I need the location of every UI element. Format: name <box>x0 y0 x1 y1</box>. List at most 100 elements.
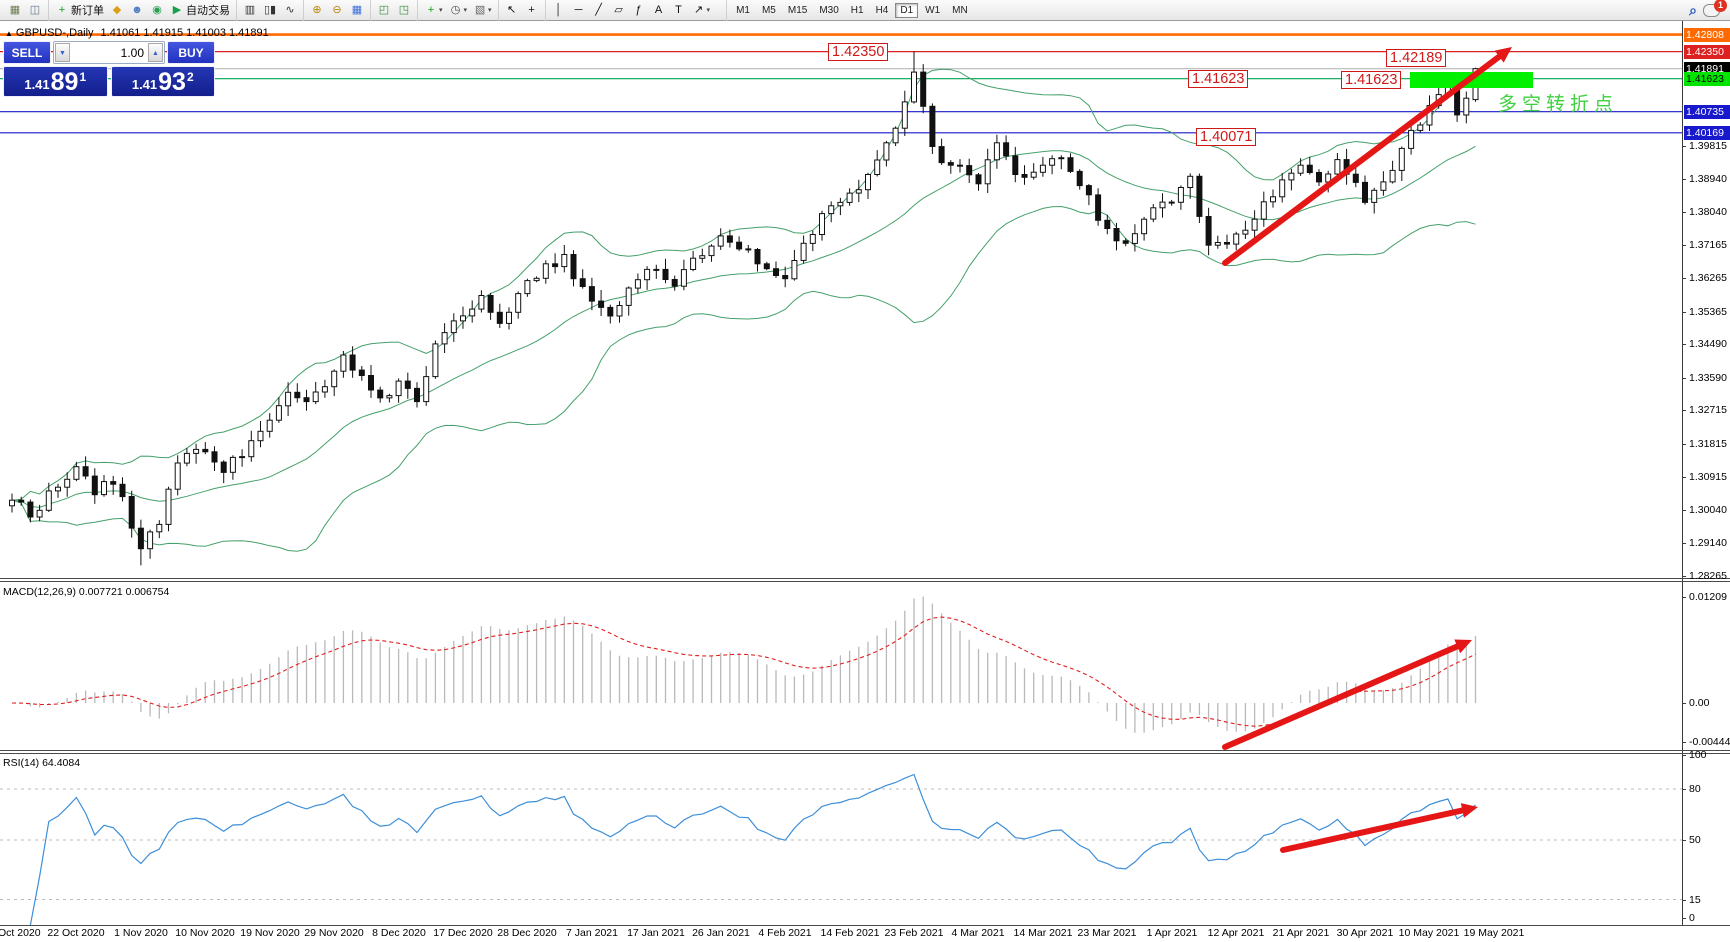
trend-arrow <box>1222 639 1472 750</box>
price-tick-label: 1.35365 <box>1689 306 1727 318</box>
axis-tick-mark <box>1682 918 1686 919</box>
tile-windows-button[interactable]: ▦ <box>348 2 366 19</box>
price-tick-label: 1.32715 <box>1689 404 1727 416</box>
periods-button[interactable]: ◷ ▾ <box>447 2 470 19</box>
date-tick-label: 14 Mar 2021 <box>1013 927 1073 939</box>
pane-separator[interactable] <box>0 581 1730 582</box>
macd-pane <box>11 596 1477 750</box>
date-tick-label: 22 Oct 2020 <box>47 927 105 939</box>
new-order-button[interactable]: + 新订单 <box>53 2 106 19</box>
date-tick-label: 4 Mar 2021 <box>951 927 1005 939</box>
new-order-icon: + <box>58 3 66 16</box>
timeframe-m15[interactable]: M15 <box>787 4 808 16</box>
price-annotation-label: 1.41623 <box>1188 70 1249 88</box>
timeframe-mn[interactable]: MN <box>952 4 968 16</box>
timeframe-h4[interactable]: H4 <box>875 4 889 16</box>
chevron-down-icon: ▼ <box>59 50 66 57</box>
pane-separator[interactable] <box>0 578 1730 579</box>
date-tick-label: 1 Nov 2020 <box>114 927 168 939</box>
collapse-icon[interactable]: ▲ <box>5 29 13 38</box>
search-icon: ⌕ <box>1689 1 1697 18</box>
zoom-in-button[interactable]: ⊕ <box>308 2 326 19</box>
new-chart-icon: ▦ <box>9 3 21 16</box>
date-tick-label: 8 Dec 2020 <box>372 927 426 939</box>
price-tick-label: 1.28265 <box>1689 570 1727 582</box>
macd-signal-line <box>11 616 1476 727</box>
signals-button[interactable]: ◉ <box>148 2 166 19</box>
crosshair-button[interactable]: + <box>523 2 541 19</box>
rsi-tick-label: 100 <box>1689 749 1707 761</box>
notification-badge: 1 <box>1714 0 1727 12</box>
sell-price-display[interactable]: 1.41 89 1 <box>3 66 108 97</box>
timeframe-w1[interactable]: W1 <box>925 4 941 16</box>
bar-chart-button[interactable]: ▥ <box>241 2 259 19</box>
axis-tick-mark <box>1682 703 1686 704</box>
axis-tick-mark <box>1682 312 1686 313</box>
timeframe-m30[interactable]: M30 <box>819 4 839 16</box>
sell-price-sup: 1 <box>79 70 87 84</box>
pane-separator[interactable] <box>0 750 1730 751</box>
date-tick-label: 21 Apr 2021 <box>1272 927 1330 939</box>
date-tick-label: 28 Dec 2020 <box>497 927 557 939</box>
search-button[interactable]: ⌕ <box>1684 2 1702 19</box>
arrange-windows-button[interactable]: ◰ <box>375 2 393 19</box>
chart-canvas[interactable] <box>0 21 1682 925</box>
chat-button[interactable]: 1 <box>1703 0 1727 17</box>
profiles-button[interactable]: ◫ <box>26 2 44 19</box>
text-button[interactable]: A <box>650 2 668 19</box>
templates-button[interactable]: ▧ ▾ <box>471 2 494 19</box>
timeframe-h1[interactable]: H1 <box>850 4 864 16</box>
timeframe-m5[interactable]: M5 <box>761 4 776 16</box>
buy-button[interactable]: BUY <box>167 41 215 64</box>
new-chart-button[interactable]: ▦ <box>6 2 24 19</box>
macd-histogram <box>20 596 1477 733</box>
text-label-button[interactable]: T <box>670 2 688 19</box>
date-tick-label: 17 Dec 2020 <box>433 927 493 939</box>
price-tick-label: 1.38040 <box>1689 206 1727 218</box>
channel-button[interactable]: ▱ <box>610 2 628 19</box>
axis-tick-mark <box>1682 444 1686 445</box>
pane-separator[interactable] <box>0 753 1730 754</box>
indicators-button[interactable]: + ▾ <box>422 2 445 19</box>
main-price-pane <box>0 33 1682 566</box>
cursor-button[interactable]: ↖ <box>503 2 521 19</box>
cascade-windows-button[interactable]: ◳ <box>395 2 413 19</box>
volume-up-button[interactable]: ▲ <box>148 43 163 62</box>
buy-price-prefix: 1.41 <box>131 77 158 92</box>
chevron-down-icon: ▾ <box>463 7 468 14</box>
axis-tick-mark <box>1682 378 1686 379</box>
zoom-out-button[interactable]: ⊖ <box>328 2 346 19</box>
volume-input[interactable]: 1.00 <box>120 45 144 60</box>
vertical-line-button[interactable]: │ <box>550 2 568 19</box>
line-chart-button[interactable]: ∿ <box>281 2 299 19</box>
rsi-tick-label: 15 <box>1689 894 1701 906</box>
axis-tick-mark <box>1682 245 1686 246</box>
price-tick-label: 1.30915 <box>1689 471 1727 483</box>
trendline-button[interactable]: ╱ <box>590 2 608 19</box>
symbol-period-label: GBPUSD-,Daily <box>15 27 94 39</box>
axis-tick-mark <box>1682 146 1686 147</box>
axis-tick-mark <box>1682 477 1686 478</box>
price-tick-label: 1.31815 <box>1689 438 1727 450</box>
sell-price-big: 89 <box>50 68 79 96</box>
buy-price-display[interactable]: 1.41 93 2 <box>110 66 215 97</box>
autotrading-button[interactable]: ▶ 自动交易 <box>168 2 232 19</box>
horizontal-line-button[interactable]: ─ <box>570 2 588 19</box>
axis-tick-mark <box>1682 576 1686 577</box>
price-annotation-label: 1.42350 <box>828 43 889 61</box>
axis-tick-mark <box>1682 742 1686 743</box>
community-button[interactable]: ☻ <box>128 2 146 19</box>
candlestick-chart-button[interactable]: ▯▮ <box>261 2 279 19</box>
metaeditor-icon: ◆ <box>112 3 122 16</box>
arrows-button[interactable]: ↗ ▾ <box>690 2 713 19</box>
fibonacci-button[interactable]: ƒ <box>630 2 648 19</box>
chevron-down-icon: ▾ <box>488 7 492 14</box>
horizontal-line-icon: ─ <box>574 3 583 16</box>
timeframe-d1[interactable]: D1 <box>895 2 919 18</box>
volume-down-button[interactable]: ▼ <box>55 43 70 62</box>
sell-button[interactable]: SELL <box>3 41 51 64</box>
timeframe-m1[interactable]: M1 <box>736 4 750 16</box>
buy-price-sup: 2 <box>186 70 194 84</box>
metaeditor-button[interactable]: ◆ <box>108 2 126 19</box>
cursor-icon: ↖ <box>506 3 517 16</box>
